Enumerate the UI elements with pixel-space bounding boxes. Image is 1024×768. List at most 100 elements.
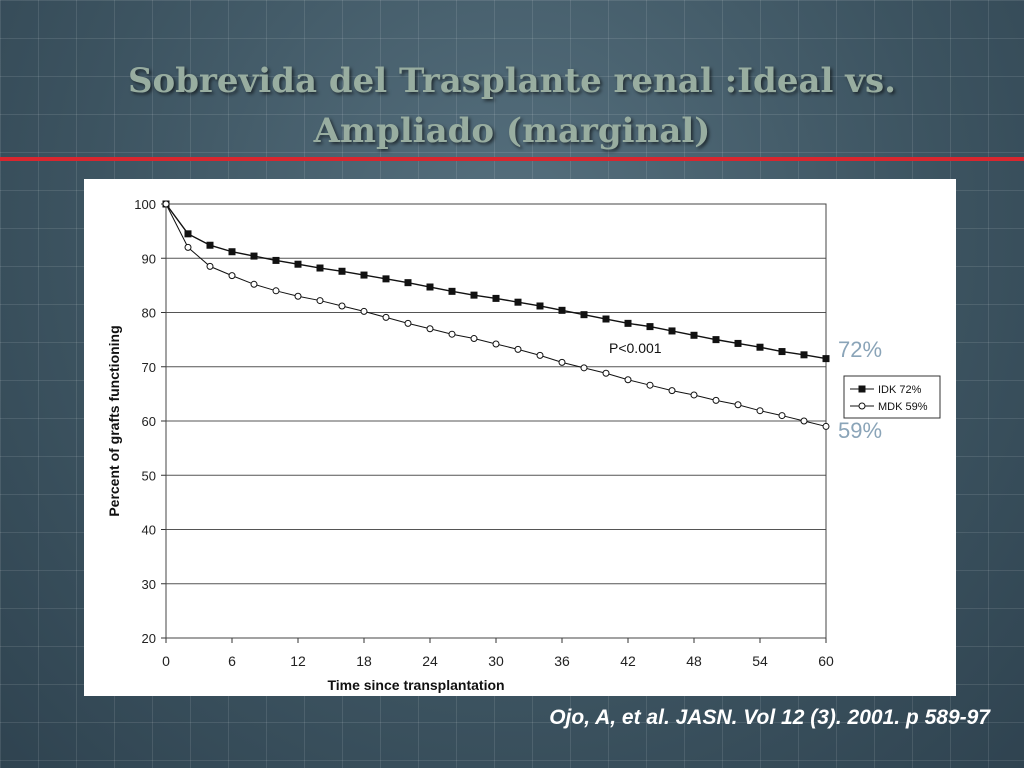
y-tick-label: 20	[142, 631, 156, 646]
data-point-mdk	[580, 364, 588, 372]
data-point-mdk	[712, 396, 720, 404]
data-point-mdk	[272, 287, 280, 295]
data-point-idk	[404, 279, 412, 287]
x-tick-label: 18	[356, 653, 372, 669]
data-point-mdk	[206, 262, 214, 270]
data-point-idk	[448, 287, 456, 295]
y-tick-label: 90	[142, 251, 156, 266]
data-point-idk	[580, 311, 588, 319]
legend-marker-square-icon	[858, 385, 866, 393]
series-idk	[162, 200, 830, 363]
y-tick-label: 50	[142, 468, 156, 483]
series-line-mdk	[165, 203, 827, 427]
data-point-idk	[712, 336, 720, 344]
data-point-idk	[536, 302, 544, 310]
graft-survival-chart: 20 30 40 50 60 70 80 90 100 0 6 12 18 24 30 36 42 48 54 60 T…	[106, 197, 941, 693]
data-point-mdk	[470, 335, 478, 343]
data-point-idk	[316, 264, 324, 272]
p-value-annotation: P<0.001	[609, 340, 662, 356]
data-point-mdk	[668, 387, 676, 395]
legend-label-idk: IDK 72%	[878, 384, 922, 396]
slide-title: Sobrevida del Trasplante renal :Ideal vs…	[0, 56, 1024, 156]
data-point-mdk	[602, 369, 610, 377]
x-tick-label: 12	[290, 653, 306, 669]
y-tick-label: 40	[142, 523, 156, 538]
data-point-idk	[668, 327, 676, 335]
x-tick-label: 30	[488, 653, 504, 669]
data-point-idk	[822, 355, 830, 363]
data-point-idk	[624, 319, 632, 327]
data-point-idk	[602, 315, 610, 323]
data-point-idk	[470, 291, 478, 299]
data-point-mdk	[690, 391, 698, 399]
x-tick-label: 54	[752, 653, 768, 669]
data-point-mdk	[778, 412, 786, 420]
x-axis-label: Time since transplantation	[327, 677, 504, 693]
x-tick-label: 48	[686, 653, 702, 669]
data-point-mdk	[756, 407, 764, 415]
data-point-mdk	[646, 381, 654, 389]
slide-title-line2: Ampliado (marginal)	[313, 111, 711, 151]
y-tick-label: 60	[142, 414, 156, 429]
series-line-idk	[165, 203, 827, 360]
data-point-idk	[272, 256, 280, 264]
data-point-mdk	[360, 307, 368, 315]
x-tick-label: 60	[818, 653, 834, 669]
x-tick-label: 6	[228, 653, 236, 669]
end-label-idk: 72%	[838, 337, 883, 362]
data-point-idk	[294, 260, 302, 268]
data-point-idk	[800, 351, 808, 359]
data-point-idk	[734, 339, 742, 347]
data-point-idk	[690, 331, 698, 339]
data-point-mdk	[426, 325, 434, 333]
data-point-mdk	[822, 422, 830, 430]
data-point-idk	[360, 271, 368, 279]
title-divider	[0, 157, 1024, 161]
data-point-idk	[492, 294, 500, 302]
data-point-idk	[250, 252, 258, 260]
data-point-mdk	[514, 345, 522, 353]
data-point-mdk	[448, 330, 456, 338]
data-point-mdk	[492, 340, 500, 348]
data-point-idk	[426, 283, 434, 291]
data-point-mdk	[734, 401, 742, 409]
y-tick-label: 70	[142, 360, 156, 375]
data-point-mdk	[162, 200, 170, 208]
data-point-mdk	[624, 376, 632, 384]
data-point-mdk	[184, 243, 192, 251]
plot-frame	[165, 203, 827, 639]
citation: Ojo, A, et al. JASN. Vol 12 (3). 2001. p…	[549, 706, 990, 729]
data-point-mdk	[558, 358, 566, 366]
data-point-idk	[338, 267, 346, 275]
legend-marker-circle-icon	[858, 402, 866, 410]
end-label-mdk: 59%	[838, 418, 883, 443]
x-tick-label: 42	[620, 653, 636, 669]
data-point-mdk	[294, 292, 302, 300]
data-point-mdk	[800, 417, 808, 425]
legend: IDK 72% MDK 59%	[843, 375, 941, 419]
y-tick-label: 100	[134, 197, 156, 212]
y-axis-label: Percent of grafts functioning	[106, 325, 122, 516]
data-point-mdk	[382, 313, 390, 321]
chart-panel: 20 30 40 50 60 70 80 90 100 0 6 12 18 24 30 36 42 48 54 60 T…	[84, 179, 956, 696]
data-point-mdk	[404, 319, 412, 327]
data-point-idk	[778, 348, 786, 356]
series-mdk	[162, 200, 830, 430]
data-point-idk	[184, 230, 192, 238]
data-point-mdk	[338, 302, 346, 310]
y-tick-label: 30	[142, 577, 156, 592]
data-point-idk	[382, 275, 390, 283]
x-tick-label: 0	[162, 653, 170, 669]
data-point-mdk	[536, 351, 544, 359]
x-tick-label: 24	[422, 653, 438, 669]
data-point-idk	[646, 323, 654, 331]
data-point-mdk	[250, 280, 258, 288]
data-point-idk	[558, 306, 566, 314]
x-tick-label: 36	[554, 653, 570, 669]
data-point-idk	[206, 241, 214, 249]
slide-title-line1: Sobrevida del Trasplante renal :Ideal vs…	[128, 61, 896, 101]
y-tick-label: 80	[142, 306, 156, 321]
data-point-idk	[228, 248, 236, 256]
data-point-idk	[756, 343, 764, 351]
data-point-mdk	[228, 272, 236, 280]
